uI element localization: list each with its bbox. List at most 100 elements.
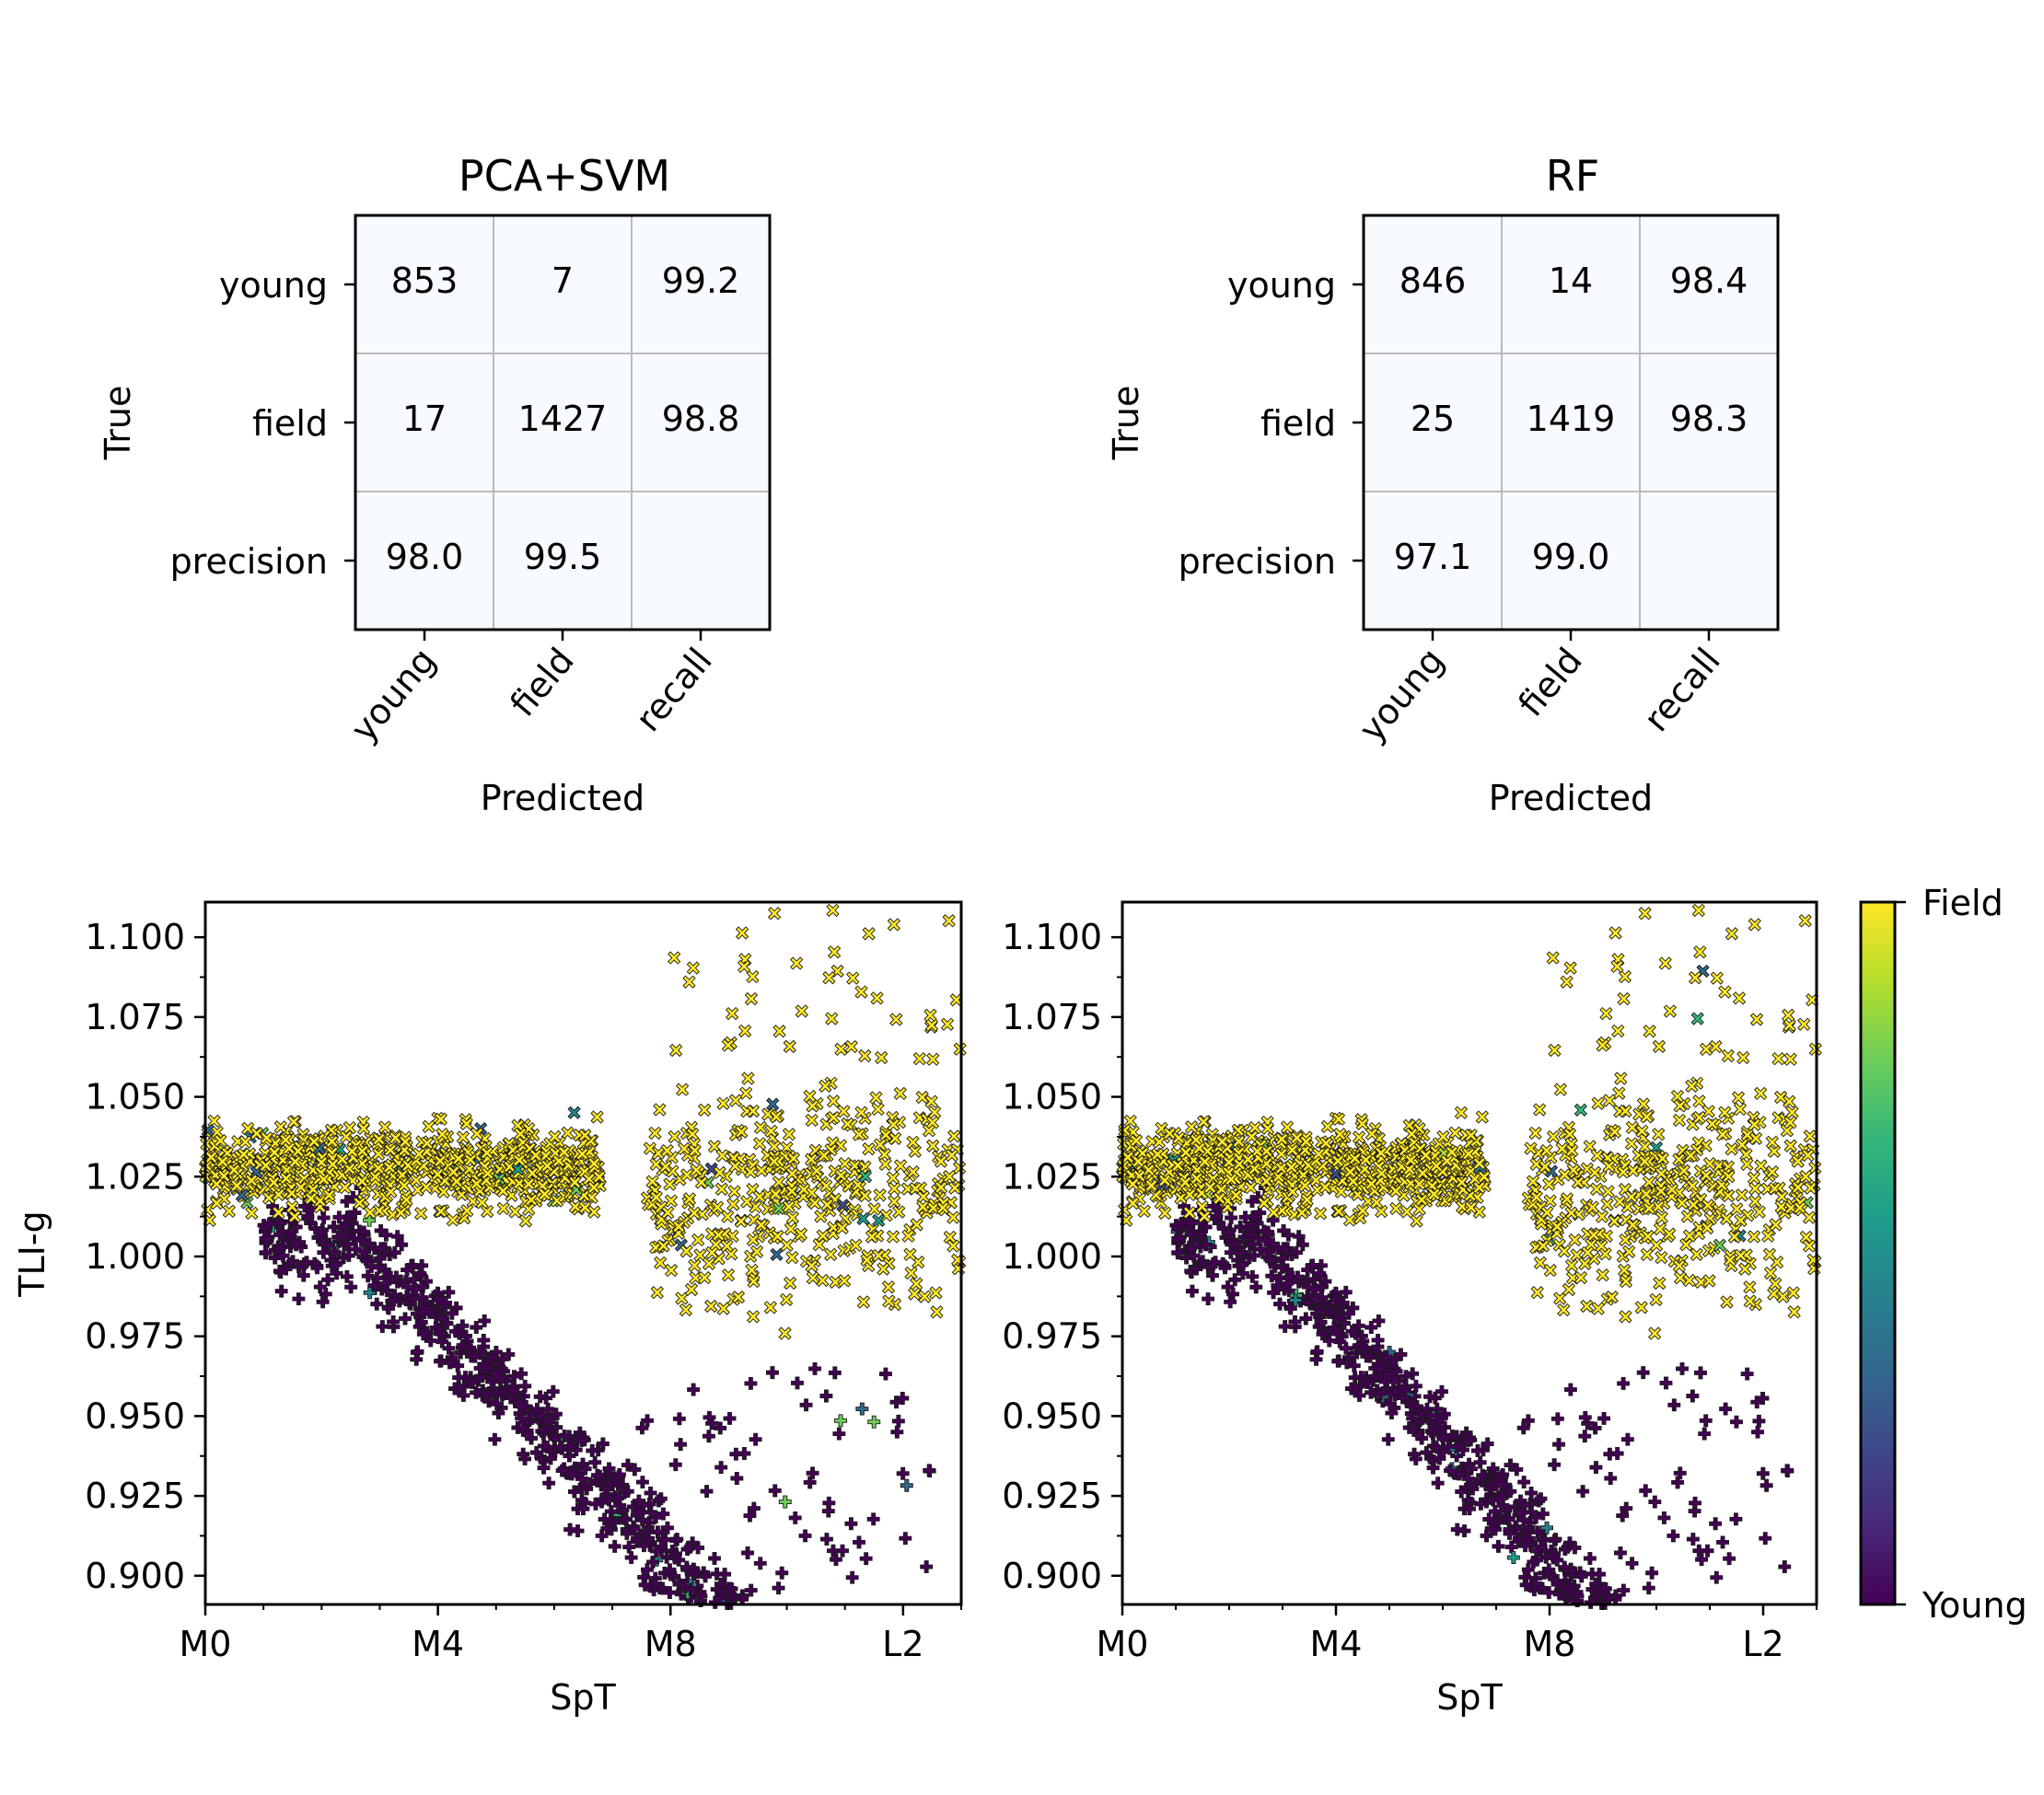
young-point xyxy=(1562,1582,1575,1596)
young-point xyxy=(1171,1232,1185,1245)
young-point xyxy=(1290,1245,1303,1259)
young-point xyxy=(1185,1284,1199,1298)
young-point xyxy=(1308,1282,1322,1296)
scatter-points xyxy=(1115,903,1822,1610)
field-point xyxy=(947,1239,960,1253)
field-point xyxy=(449,1175,464,1188)
field-point xyxy=(816,1273,830,1288)
young-point xyxy=(456,1319,470,1333)
young-point xyxy=(641,1414,654,1428)
young-point xyxy=(1427,1423,1441,1437)
young-point xyxy=(1589,1461,1603,1475)
field-point xyxy=(1550,1220,1564,1233)
young-point xyxy=(1299,1312,1313,1326)
field-point xyxy=(817,1149,831,1163)
field-point xyxy=(1329,1167,1342,1181)
field-point xyxy=(910,1277,923,1291)
field-point xyxy=(721,1038,736,1052)
field-point xyxy=(745,1263,759,1277)
field-point xyxy=(789,956,804,970)
field-point xyxy=(1740,1157,1754,1172)
young-point xyxy=(1431,1477,1445,1490)
field-point xyxy=(1599,1006,1613,1021)
field-point xyxy=(1312,1147,1326,1161)
field-point xyxy=(1715,1128,1730,1141)
cm-cell: 99.2 xyxy=(662,261,740,301)
field-point xyxy=(237,1147,250,1162)
field-point xyxy=(916,1189,931,1204)
field-point xyxy=(230,1178,244,1193)
young-point xyxy=(603,1478,617,1492)
field-point xyxy=(480,1146,494,1160)
young-point xyxy=(1620,1501,1633,1515)
field-point xyxy=(1586,1228,1601,1242)
field-point xyxy=(653,1103,667,1117)
field-point xyxy=(870,991,884,1005)
field-point xyxy=(753,1120,768,1135)
field-point xyxy=(1179,1145,1193,1160)
young-point xyxy=(1246,1195,1259,1208)
field-point xyxy=(238,1135,252,1149)
field-point xyxy=(1797,1017,1811,1031)
field-point xyxy=(1738,1262,1752,1276)
colorbar-bottom-label: Young xyxy=(1922,1585,2027,1626)
field-point xyxy=(1655,1210,1668,1224)
young-point xyxy=(834,1414,847,1428)
young-point xyxy=(1558,1543,1572,1556)
y-tick-label: 1.050 xyxy=(1002,1077,1102,1118)
young-point xyxy=(680,1543,694,1556)
y-tick-label: 0.925 xyxy=(85,1476,185,1516)
young-point xyxy=(827,1544,840,1558)
young-point xyxy=(723,1581,737,1595)
field-point xyxy=(834,1042,848,1057)
field-point xyxy=(1721,1048,1735,1063)
field-point xyxy=(587,1156,601,1171)
field-point xyxy=(1769,1218,1783,1232)
young-point xyxy=(1307,1291,1321,1305)
field-point xyxy=(1765,1164,1780,1179)
field-point xyxy=(1581,1245,1595,1259)
young-point xyxy=(449,1301,463,1314)
young-point xyxy=(340,1195,354,1208)
field-point xyxy=(1359,1152,1373,1167)
field-point xyxy=(1786,1286,1800,1300)
field-point xyxy=(1596,1268,1609,1282)
field-point xyxy=(1144,1178,1158,1193)
field-point xyxy=(1611,1024,1625,1038)
young-point xyxy=(923,1464,936,1477)
field-point xyxy=(854,985,868,999)
young-point xyxy=(1689,1496,1701,1510)
field-point xyxy=(470,1176,483,1191)
field-point xyxy=(735,1125,749,1139)
young-point xyxy=(451,1359,465,1372)
field-point xyxy=(1743,1294,1757,1308)
field-point xyxy=(475,1196,489,1210)
field-point xyxy=(669,1043,683,1058)
young-point xyxy=(1358,1341,1372,1355)
field-point xyxy=(460,1204,474,1218)
young-point xyxy=(1336,1296,1350,1310)
young-point xyxy=(611,1491,625,1505)
field-point xyxy=(1732,991,1747,1005)
young-point xyxy=(628,1463,642,1477)
field-point xyxy=(782,1128,796,1141)
young-point xyxy=(1636,1366,1650,1380)
young-point xyxy=(1528,1577,1542,1591)
cm-cell: 17 xyxy=(402,399,447,439)
young-point xyxy=(1339,1285,1353,1299)
field-point xyxy=(1412,1202,1426,1216)
field-point xyxy=(382,1160,397,1175)
field-point xyxy=(1126,1177,1140,1191)
young-point xyxy=(520,1428,534,1442)
field-point xyxy=(923,1008,937,1023)
field-point xyxy=(746,1104,761,1118)
field-point xyxy=(384,1185,398,1199)
young-point xyxy=(1534,1492,1548,1506)
field-point xyxy=(586,1180,601,1195)
field-point xyxy=(1588,1165,1602,1180)
field-point xyxy=(867,1202,881,1216)
field-point xyxy=(827,1110,841,1125)
field-point xyxy=(1652,1128,1666,1141)
field-point xyxy=(872,1213,886,1227)
young-point xyxy=(1529,1544,1543,1558)
